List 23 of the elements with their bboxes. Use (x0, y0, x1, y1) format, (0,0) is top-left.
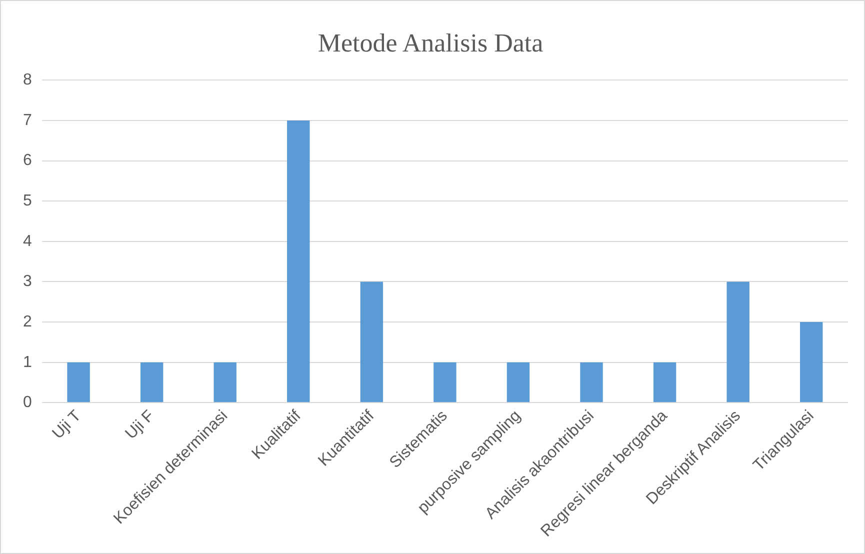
y-tick-label: 1 (22, 354, 32, 371)
bar (580, 362, 603, 402)
bar (214, 362, 236, 402)
bar (287, 120, 310, 402)
bar (653, 362, 676, 402)
bar (140, 362, 164, 402)
y-tick-label: 4 (22, 232, 32, 250)
y-tick-label: 8 (22, 72, 32, 89)
x-tick-label: Uji F (122, 407, 158, 443)
chart-title: Metode Analisis Data (318, 28, 544, 58)
y-tick-label: 3 (22, 273, 32, 290)
bar (726, 282, 750, 402)
y-tick-label: 7 (22, 112, 32, 129)
bar (67, 362, 90, 402)
y-tick-label: 0 (22, 394, 32, 412)
bar (434, 362, 456, 402)
bar (800, 322, 823, 402)
y-tick-label: 6 (22, 152, 32, 170)
x-tick-label: Uji T (49, 407, 85, 442)
bar (360, 282, 384, 402)
y-tick-label: 5 (22, 192, 32, 210)
y-tick-label: 2 (22, 313, 32, 330)
bar (506, 362, 530, 402)
